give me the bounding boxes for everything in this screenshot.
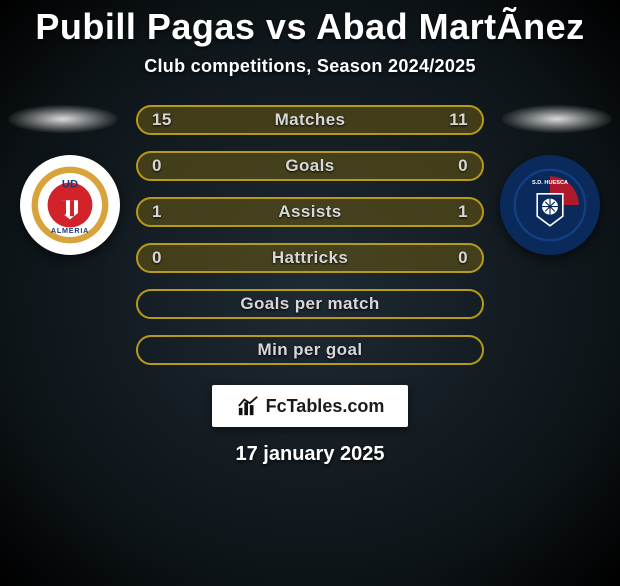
- bars-icon: [236, 395, 260, 417]
- svg-text:ALMERIA: ALMERIA: [51, 226, 89, 235]
- almeria-icon: UD ALMERIA: [30, 165, 110, 245]
- player1-name: Pubill Pagas: [35, 6, 255, 47]
- huesca-icon: S.D. HUESCA: [510, 165, 590, 245]
- stat-right-value: 1: [458, 202, 468, 222]
- stat-row: 1 Assists 1: [136, 197, 484, 227]
- stat-left-value: 0: [152, 156, 162, 176]
- page-title: Pubill Pagas vs Abad MartÃnez: [0, 6, 620, 48]
- club-crest-left: UD ALMERIA: [20, 155, 120, 255]
- club-crest-right: S.D. HUESCA: [500, 155, 600, 255]
- stat-label: Matches: [275, 110, 346, 130]
- stat-row: 15 Matches 11: [136, 105, 484, 135]
- stat-left-value: 1: [152, 202, 162, 222]
- fctables-text: FcTables.com: [266, 396, 385, 417]
- stat-right-value: 0: [458, 156, 468, 176]
- fctables-logo: FcTables.com: [212, 385, 408, 427]
- stat-label: Min per goal: [258, 340, 363, 360]
- stat-label: Goals per match: [240, 294, 379, 314]
- player2-name: Abad MartÃnez: [316, 6, 585, 47]
- stat-left-value: 0: [152, 248, 162, 268]
- stat-label: Assists: [278, 202, 341, 222]
- stat-row: Min per goal: [136, 335, 484, 365]
- svg-text:S.D. HUESCA: S.D. HUESCA: [532, 180, 568, 186]
- halo-right: [502, 105, 612, 133]
- date-text: 17 january 2025: [0, 443, 620, 466]
- stat-row: 0 Hattricks 0: [136, 243, 484, 273]
- stat-row: Goals per match: [136, 289, 484, 319]
- stat-label: Hattricks: [272, 248, 348, 268]
- vs-text: vs: [266, 6, 307, 47]
- svg-text:UD: UD: [62, 178, 78, 190]
- halo-left: [8, 105, 118, 133]
- stat-right-value: 0: [458, 248, 468, 268]
- comparison-stage: UD ALMERIA S.D. HUESCA 15Matches110Goals…: [0, 105, 620, 365]
- stat-rows: 15 Matches 11 0 Goals 0 1 Assists 1 0 Hattricks 0 Go…: [136, 105, 484, 365]
- stat-right-value: 11: [449, 110, 468, 130]
- stat-label: Goals: [285, 156, 334, 176]
- subtitle: Club competitions, Season 2024/2025: [0, 56, 620, 77]
- stat-left-value: 15: [152, 110, 172, 130]
- stat-row: 0 Goals 0: [136, 151, 484, 181]
